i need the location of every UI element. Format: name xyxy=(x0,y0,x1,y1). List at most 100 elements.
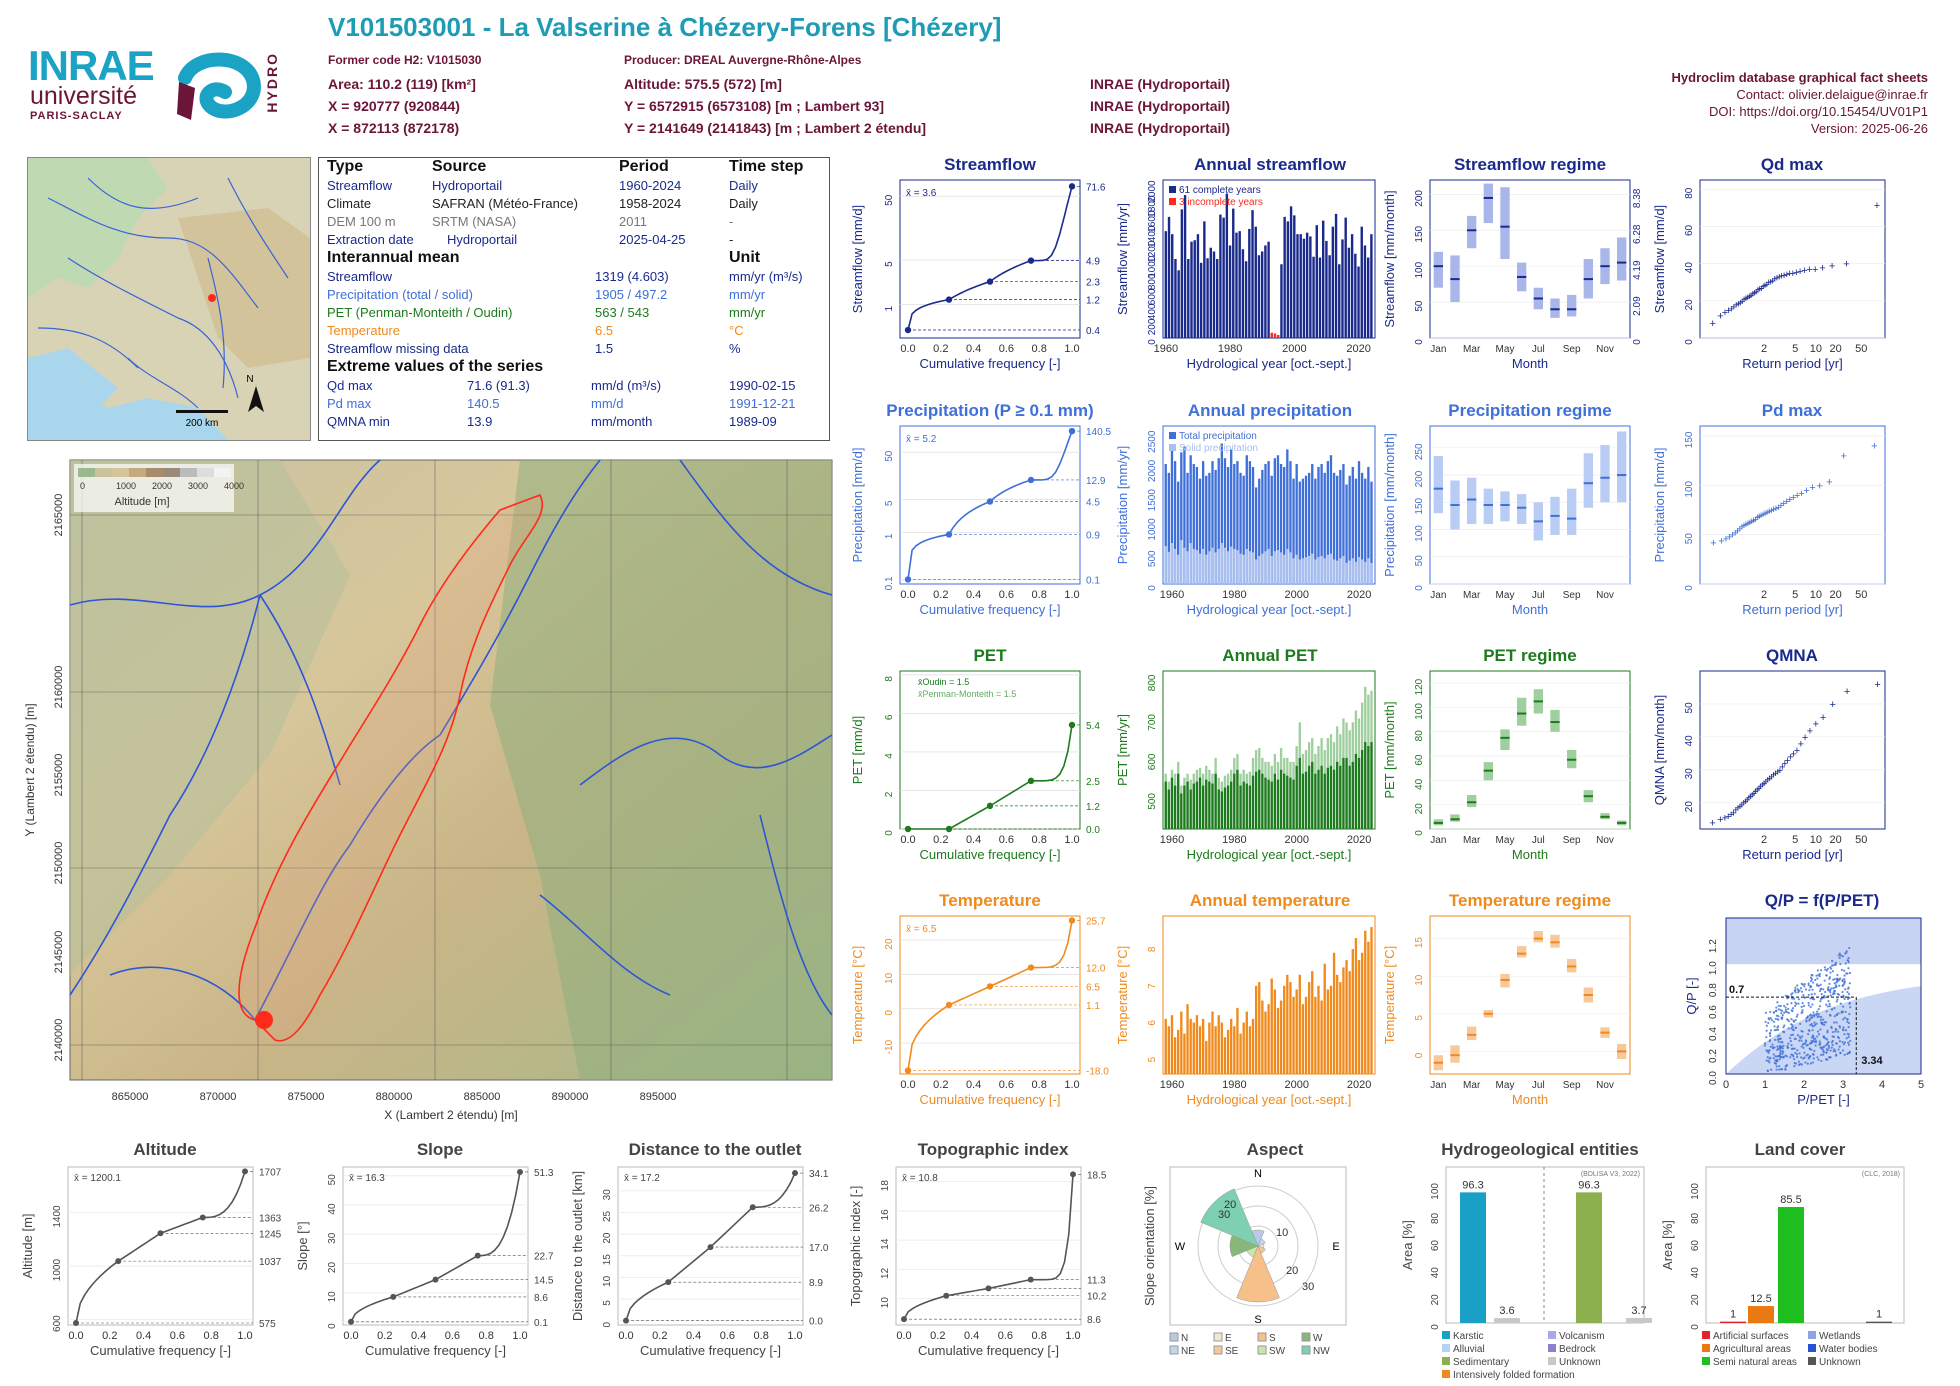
data-point xyxy=(1806,1043,1809,1047)
bar xyxy=(1201,461,1205,584)
bar xyxy=(1232,208,1235,338)
data-point xyxy=(1844,962,1847,965)
data-point xyxy=(1773,1020,1776,1023)
data-point xyxy=(1800,1056,1803,1059)
tick-label: 2 xyxy=(1761,589,1767,601)
data-point: + xyxy=(1726,532,1732,544)
x-axis-label: Cumulative frequency [-] xyxy=(920,602,1061,617)
data-point xyxy=(1830,987,1833,990)
data-point: + xyxy=(1739,522,1745,534)
bar xyxy=(1208,472,1211,584)
data-point xyxy=(1833,992,1836,995)
legend-tick: 1000 xyxy=(116,481,136,491)
regime-box xyxy=(1517,697,1527,726)
data-point xyxy=(1769,1045,1772,1048)
tick-label: 1707 xyxy=(259,1167,282,1178)
bar xyxy=(1367,941,1370,1074)
tick-label: 0.4 xyxy=(966,1079,981,1091)
data-point xyxy=(1795,1015,1798,1018)
data-point xyxy=(1841,1018,1845,1021)
bar xyxy=(1357,266,1360,338)
quantile-point xyxy=(945,531,953,538)
doi-link[interactable]: DOI: https://doi.org/10.15454/UV01P1 xyxy=(1709,104,1928,119)
legend-label: Water bodies xyxy=(1819,1344,1878,1355)
data-point xyxy=(1815,1014,1818,1017)
tick-label: 25.7 xyxy=(1086,916,1106,927)
data-point xyxy=(1838,956,1841,960)
data-point: + xyxy=(1750,515,1756,527)
tick-label: 50 xyxy=(884,194,895,206)
tick-label: 6 xyxy=(1147,1020,1158,1026)
tick-label: 20 xyxy=(1830,589,1842,601)
legend-label: Total precipitation xyxy=(1179,431,1257,442)
data-point xyxy=(1766,1069,1769,1072)
bar xyxy=(1273,773,1277,829)
data-point xyxy=(1780,1068,1783,1071)
legend-label: E xyxy=(1225,1333,1232,1344)
bar xyxy=(1180,1011,1183,1074)
legend-label: S xyxy=(1269,1333,1276,1344)
bar xyxy=(1307,472,1311,584)
table-cell: Hydroportail xyxy=(432,178,503,193)
area: Area: 110.2 (119) [km²] xyxy=(328,76,476,92)
data-point xyxy=(1837,993,1841,996)
bar xyxy=(1230,1018,1233,1074)
tick-label: 2.5 xyxy=(1086,777,1100,788)
bar xyxy=(1216,259,1219,338)
bar xyxy=(1336,761,1339,829)
bar xyxy=(1336,974,1339,1074)
tick-label: 1980 xyxy=(1222,1079,1246,1091)
bar xyxy=(1173,461,1177,584)
data-point: + xyxy=(1733,804,1739,816)
bar xyxy=(1279,769,1283,829)
data-point xyxy=(1834,1030,1837,1033)
table-cell: mm/yr xyxy=(729,305,766,320)
data-point: + xyxy=(1774,766,1780,778)
data-point xyxy=(1835,985,1838,988)
tick-label: 2.09 xyxy=(1632,296,1643,316)
data-point xyxy=(1765,1059,1768,1062)
table-cell: - xyxy=(729,232,734,247)
data-point: + xyxy=(1784,269,1790,281)
tick-label: 0.0 xyxy=(900,343,915,355)
data-point xyxy=(1793,1065,1796,1068)
mean-label: x̄ = 17.2 xyxy=(624,1173,660,1184)
data-point xyxy=(1779,1053,1782,1056)
bar xyxy=(1314,773,1317,829)
data-point xyxy=(1770,1019,1774,1022)
data-point: + xyxy=(1725,811,1731,823)
bar xyxy=(1167,216,1171,338)
solid-bar xyxy=(1332,559,1336,584)
tick-label: 0.4 xyxy=(966,589,981,601)
data-point xyxy=(1847,1035,1850,1039)
bar xyxy=(1174,259,1177,338)
bar xyxy=(1228,245,1232,338)
bar xyxy=(1301,1004,1305,1074)
data-point: + xyxy=(1752,786,1758,798)
data-point: + xyxy=(1734,526,1740,538)
data-point xyxy=(1802,1004,1806,1008)
tick-label: 2020 xyxy=(1346,343,1370,355)
data-point xyxy=(1842,1042,1845,1046)
legend-swatch xyxy=(180,468,197,477)
version: Version: 2025-06-26 xyxy=(1810,121,1928,136)
data-point xyxy=(1793,1020,1796,1023)
x-l93: X = 920777 (920844) xyxy=(328,98,460,114)
data-point xyxy=(1843,978,1846,981)
tick-label: 4.19 xyxy=(1632,260,1643,280)
bar xyxy=(1342,757,1345,829)
tick-label: 800 xyxy=(1147,674,1158,691)
data-point: + xyxy=(1777,765,1783,777)
bar xyxy=(1338,264,1341,338)
legend-swatch xyxy=(1301,1332,1311,1342)
tick-label: 0.0 xyxy=(343,1330,358,1342)
data-point: + xyxy=(1807,725,1813,737)
data-point xyxy=(1803,985,1806,988)
tick-label: 1245 xyxy=(259,1229,282,1240)
data-point xyxy=(1844,1010,1847,1014)
data-point xyxy=(1831,992,1835,996)
bar xyxy=(1350,234,1354,338)
data-point: + xyxy=(1874,200,1880,212)
